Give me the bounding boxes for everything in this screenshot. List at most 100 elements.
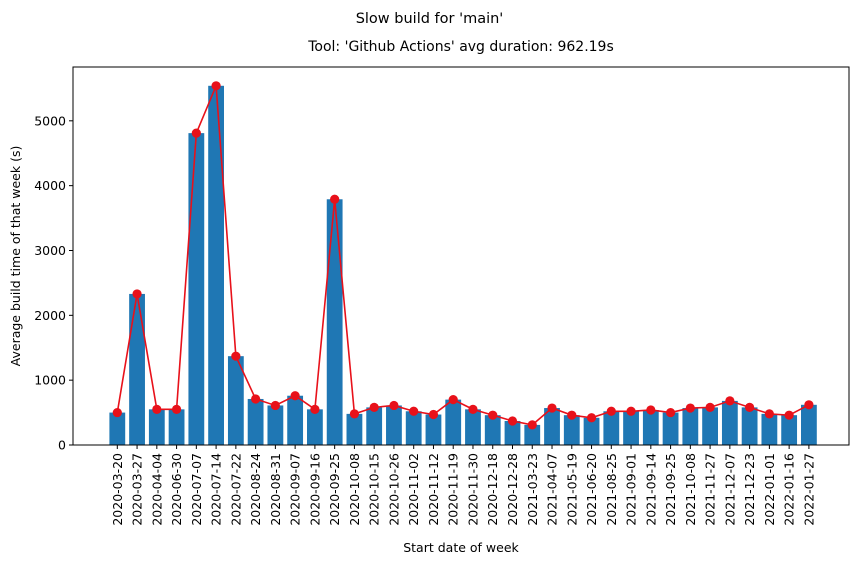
x-tick-label: 2020-07-22 xyxy=(228,453,243,526)
x-tick-label: 2020-08-24 xyxy=(248,453,263,526)
y-tick-label: 0 xyxy=(58,438,66,453)
data-point xyxy=(290,391,300,401)
x-tick-label: 2021-12-07 xyxy=(722,453,737,526)
data-point xyxy=(171,404,182,414)
bar xyxy=(682,408,699,445)
data-point xyxy=(527,420,537,430)
data-point xyxy=(349,409,360,419)
bar xyxy=(721,400,738,445)
bar xyxy=(484,415,501,445)
bar xyxy=(761,413,778,445)
x-tick-label: 2020-07-14 xyxy=(209,453,224,526)
data-point xyxy=(389,400,399,411)
bar xyxy=(188,133,205,445)
bar xyxy=(366,407,383,445)
bar xyxy=(307,409,323,445)
data-point xyxy=(606,406,616,416)
bar xyxy=(563,415,580,445)
data-point xyxy=(547,403,557,413)
y-tick-label: 2000 xyxy=(34,308,66,323)
x-tick-label: 2020-07-07 xyxy=(189,453,204,526)
data-point xyxy=(646,405,656,415)
bar xyxy=(524,424,541,445)
data-point xyxy=(409,406,419,416)
x-tick-label: 2020-10-15 xyxy=(367,453,382,526)
bar xyxy=(702,407,718,445)
data-point xyxy=(251,394,261,404)
bar xyxy=(465,409,481,445)
data-point xyxy=(804,400,814,410)
bar xyxy=(801,404,817,445)
bar xyxy=(326,199,343,445)
bar xyxy=(623,411,639,445)
bar xyxy=(267,405,284,445)
bar xyxy=(129,293,145,445)
data-point xyxy=(488,410,498,420)
y-axis: 0 1000 2000 3000 4000 5000 xyxy=(34,113,73,453)
x-tick-label: 2021-03-23 xyxy=(525,453,540,526)
y-tick-label: 5000 xyxy=(34,113,66,128)
x-tick-label: 2020-11-12 xyxy=(426,453,441,526)
x-tick-label: 2020-06-30 xyxy=(169,453,184,526)
y-tick-label: 1000 xyxy=(34,373,66,388)
y-tick-label: 3000 xyxy=(34,243,66,258)
x-tick-label: 2022-01-27 xyxy=(801,453,816,526)
chart-title: Tool: 'Github Actions' avg duration: 962… xyxy=(307,39,614,55)
x-tick-label: 2021-09-14 xyxy=(643,453,658,526)
x-tick-label: 2020-10-08 xyxy=(347,453,362,526)
data-point xyxy=(152,404,162,414)
y-axis-label: Average build time of that week (s) xyxy=(8,146,23,367)
x-tick-label: 2020-11-02 xyxy=(406,453,421,526)
data-point xyxy=(626,406,636,416)
bar xyxy=(583,417,600,445)
x-tick-label: 2020-09-07 xyxy=(288,453,303,526)
line-series-group xyxy=(112,81,814,430)
x-tick-label: 2022-01-16 xyxy=(782,453,797,526)
data-point xyxy=(665,407,676,418)
bar xyxy=(544,408,560,445)
x-tick-label: 2021-05-19 xyxy=(564,453,579,526)
data-point xyxy=(764,409,774,419)
data-point xyxy=(270,400,280,411)
data-point xyxy=(784,410,794,420)
x-tick-label: 2020-10-26 xyxy=(386,453,401,526)
x-tick-label: 2020-09-25 xyxy=(327,453,342,526)
x-tick-label: 2021-11-27 xyxy=(703,453,718,526)
data-point xyxy=(567,410,577,420)
bar xyxy=(346,413,363,445)
bar xyxy=(208,85,224,446)
bar xyxy=(227,356,244,445)
bar xyxy=(287,395,304,445)
data-point xyxy=(330,194,340,204)
x-tick-label: 2020-03-20 xyxy=(110,453,125,526)
x-tick-label: 2021-09-25 xyxy=(663,453,678,526)
data-point xyxy=(369,402,379,412)
x-axis-label: Start date of week xyxy=(403,540,519,555)
y-tick-label: 4000 xyxy=(34,178,66,193)
bars-group xyxy=(109,85,817,446)
bar xyxy=(109,412,126,445)
data-point xyxy=(211,81,221,91)
x-tick-label: 2020-03-27 xyxy=(130,453,145,526)
chart-suptitle: Slow build for 'main' xyxy=(356,11,504,27)
bar xyxy=(168,409,185,445)
x-tick-label: 2020-04-04 xyxy=(149,453,164,526)
data-point xyxy=(586,413,597,423)
bar xyxy=(504,421,521,445)
x-tick-label: 2021-08-25 xyxy=(604,453,619,526)
x-tick-label: 2020-11-30 xyxy=(465,453,480,526)
data-point xyxy=(132,289,142,299)
bar xyxy=(148,409,165,445)
bar xyxy=(741,407,758,445)
data-point xyxy=(428,409,439,420)
data-point xyxy=(685,403,695,413)
data-point xyxy=(745,402,755,412)
bar xyxy=(445,399,462,445)
bar xyxy=(642,409,659,445)
data-point xyxy=(310,404,320,414)
x-tick-label: 2021-04-07 xyxy=(545,453,560,526)
x-tick-label: 2021-10-08 xyxy=(683,453,698,526)
data-point xyxy=(705,402,715,412)
data-point xyxy=(725,396,735,406)
